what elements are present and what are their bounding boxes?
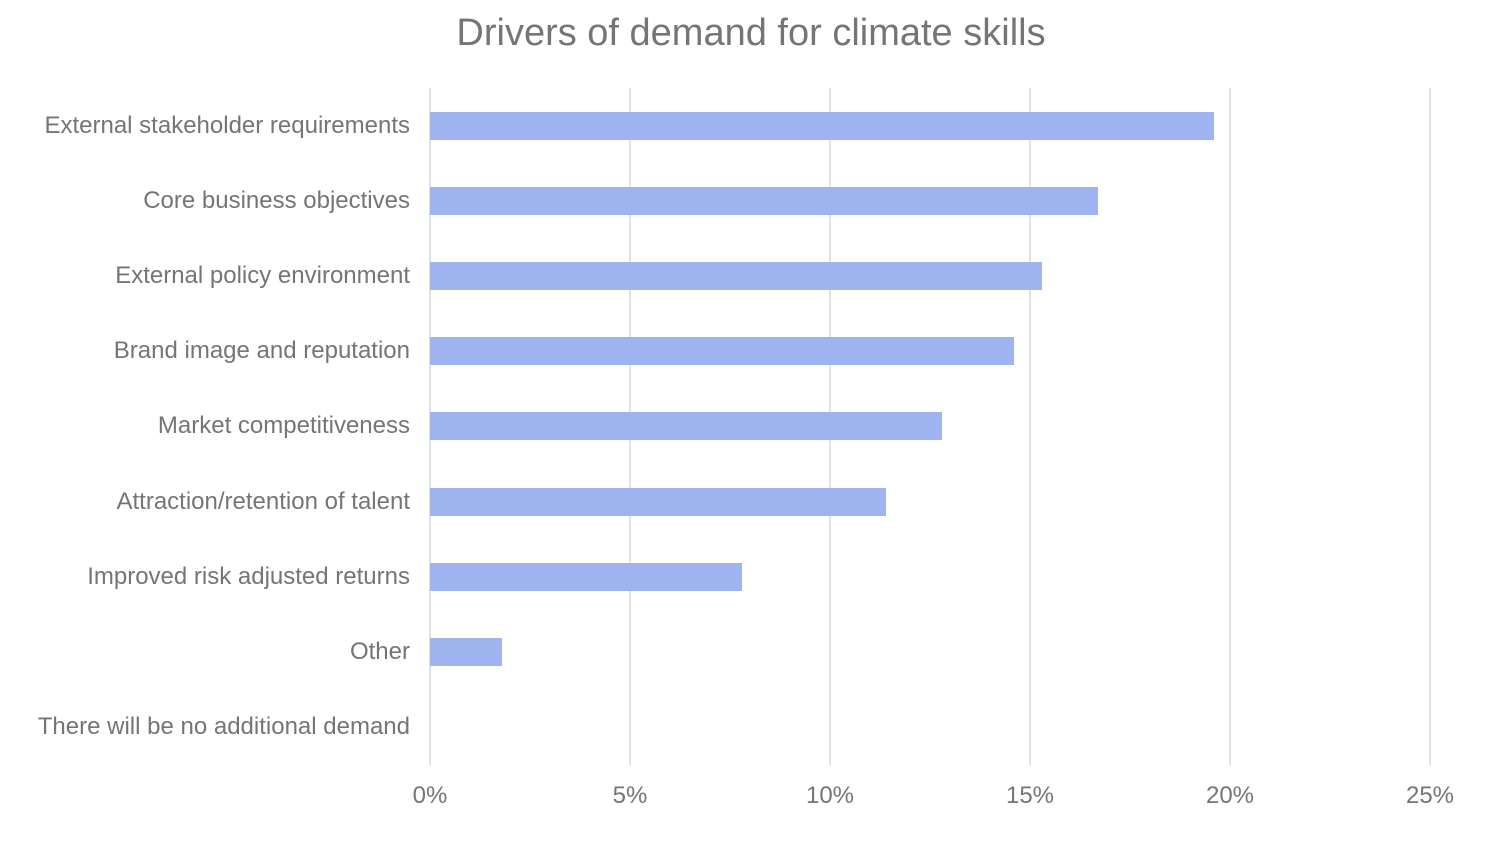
bar-row [430,539,1430,614]
category-label: Core business objectives [143,186,410,214]
bar-row [430,389,1430,464]
gridline-25% [1429,88,1431,765]
bar [430,562,742,591]
gridline-20% [1229,88,1231,765]
x-tick-label: 20% [1205,782,1255,809]
category-label: Brand image and reputation [113,337,410,365]
category-label: Improved risk adjusted returns [87,562,410,590]
x-tick-label: 15% [1005,782,1055,809]
x-tick-label: 10% [805,782,855,809]
bar-row [430,88,1430,163]
category-label: Market competitiveness [157,412,410,440]
category-label: Other [349,638,410,666]
bar [430,337,1014,366]
x-tick-label: 25% [1405,782,1455,809]
bar-row [430,163,1430,238]
bar [430,111,1214,140]
gridline-15% [1029,88,1031,765]
plot-area [429,88,1431,765]
bar-row [430,464,1430,539]
bar [430,638,502,667]
category-label: External stakeholder requirements [44,111,410,139]
bar-row [430,314,1430,389]
x-axis: 0% 5% 10% 15% 20% 25% [413,782,1454,812]
category-label: There will be no additional demand [37,713,410,741]
bars-layer [430,88,1430,765]
x-tick-label: 5% [612,782,648,809]
category-axis: External stakeholder requirements Core bu… [0,88,410,765]
bar [430,487,886,516]
bar [430,186,1098,215]
chart-title: Drivers of demand for climate skills [456,12,1046,54]
category-label: Attraction/retention of talent [116,487,410,515]
bar-row [430,690,1430,765]
bar-row [430,238,1430,313]
x-tick-label: 0% [412,782,448,809]
category-label: External policy environment [115,262,410,290]
bar [430,262,1042,291]
bar-row [430,615,1430,690]
bar [430,412,942,441]
